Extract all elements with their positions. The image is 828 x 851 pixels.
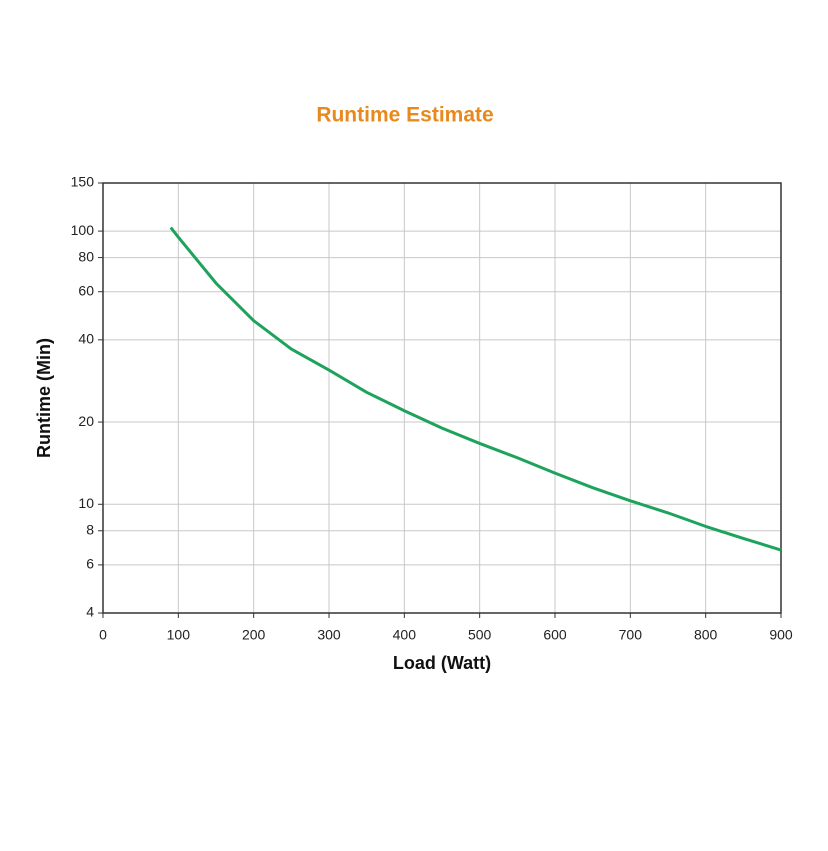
y-tick-label: 100 xyxy=(71,222,95,238)
y-axis-label: Runtime (Min) xyxy=(34,338,54,458)
y-tick-label: 40 xyxy=(78,331,94,347)
x-tick-label: 900 xyxy=(769,627,793,643)
x-tick-label: 700 xyxy=(619,627,643,643)
y-tick-label: 4 xyxy=(86,604,94,620)
chart-title: Runtime Estimate xyxy=(316,104,493,127)
y-tick-label: 8 xyxy=(86,521,94,537)
y-tick-label: 150 xyxy=(71,174,95,190)
y-tick-label: 6 xyxy=(86,556,94,572)
x-tick-label: 400 xyxy=(393,627,417,643)
y-tick-label: 20 xyxy=(78,413,94,429)
x-tick-label: 300 xyxy=(317,627,341,643)
y-tick-label: 80 xyxy=(78,248,94,264)
x-tick-label: 100 xyxy=(167,627,191,643)
plot-frame xyxy=(102,182,782,614)
x-tick-label: 0 xyxy=(99,627,107,643)
x-tick-label: 600 xyxy=(543,627,567,643)
data-line xyxy=(169,226,782,552)
y-tick-label: 60 xyxy=(78,282,94,298)
x-axis-label: Load (Watt) xyxy=(393,653,491,673)
x-tick-label: 200 xyxy=(242,627,266,643)
x-tick-label: 500 xyxy=(468,627,492,643)
x-tick-label: 800 xyxy=(694,627,718,643)
y-tick-label: 10 xyxy=(78,495,94,511)
